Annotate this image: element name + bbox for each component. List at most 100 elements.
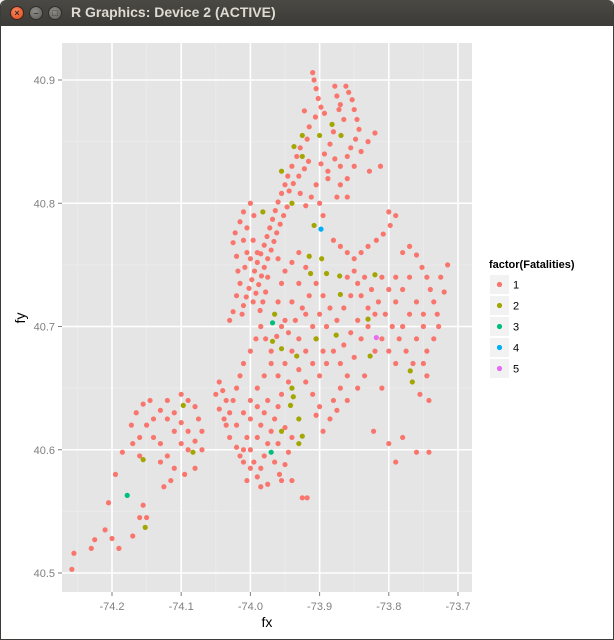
data-point-fatality-1	[137, 434, 143, 441]
data-point-fatality-1	[341, 342, 347, 348]
data-point-fatality-1	[317, 200, 323, 206]
major-gridlines	[62, 43, 472, 592]
data-point-fatality-2	[289, 200, 295, 206]
data-point-fatality-1	[251, 212, 257, 219]
data-point-fatality-1	[325, 176, 331, 182]
data-point-fatality-1	[344, 153, 350, 160]
data-point-fatality-1	[420, 323, 426, 330]
data-point-fatality-1	[426, 397, 432, 404]
data-point-fatality-1	[358, 249, 364, 256]
data-point-fatality-1	[216, 406, 222, 412]
data-point-fatality-1	[230, 309, 236, 315]
data-point-fatality-2	[313, 336, 319, 342]
data-point-fatality-1	[346, 89, 352, 95]
data-point-fatality-1	[171, 465, 177, 471]
data-point-fatality-1	[256, 281, 262, 288]
data-point-fatality-1	[296, 336, 302, 342]
data-point-fatality-1	[282, 182, 288, 188]
data-point-fatality-1	[358, 293, 364, 299]
data-point-fatality-1	[393, 459, 399, 465]
close-button[interactable]: ×	[10, 6, 24, 20]
data-point-fatality-1	[247, 447, 253, 453]
data-point-fatality-1	[336, 106, 342, 113]
data-point-fatality-1	[144, 514, 150, 521]
data-point-fatality-1	[249, 277, 255, 283]
data-point-fatality-3	[124, 492, 130, 498]
legend-swatch	[496, 365, 503, 372]
data-point-fatality-2	[365, 316, 371, 322]
data-point-fatality-1	[182, 471, 188, 477]
x-tick-label: -74.0	[238, 601, 263, 613]
data-point-fatality-1	[406, 311, 413, 317]
data-point-fatality-1	[337, 102, 343, 108]
data-point-fatality-1	[431, 299, 437, 305]
data-point-fatality-1	[349, 97, 355, 103]
data-point-fatality-1	[372, 311, 378, 317]
data-point-fatality-1	[306, 124, 312, 130]
legend-label: 5	[513, 364, 519, 376]
data-point-fatality-1	[393, 299, 399, 305]
data-point-fatality-1	[327, 141, 333, 147]
data-point-fatality-1	[253, 336, 259, 342]
data-point-fatality-1	[216, 379, 222, 385]
maximize-button[interactable]: □	[48, 6, 62, 20]
data-point-fatality-2	[323, 270, 330, 277]
data-point-fatality-1	[303, 311, 309, 317]
data-point-fatality-1	[400, 434, 406, 441]
data-point-fatality-1	[320, 212, 326, 219]
data-point-fatality-1	[372, 130, 378, 136]
data-point-fatality-1	[317, 373, 323, 379]
data-point-fatality-1	[275, 404, 281, 410]
x-tick-label: -73.8	[376, 601, 401, 613]
data-point-fatality-1	[358, 336, 364, 342]
data-point-fatality-1	[344, 249, 350, 256]
minimize-button[interactable]: –	[29, 6, 43, 20]
data-point-fatality-1	[361, 274, 368, 280]
data-point-fatality-1	[290, 180, 296, 187]
data-point-fatality-1	[352, 136, 359, 142]
data-point-fatality-1	[105, 500, 112, 506]
data-point-fatality-1	[323, 323, 330, 330]
x-tick-label: -74.2	[99, 601, 124, 613]
data-point-fatality-1	[289, 434, 295, 441]
data-point-fatality-1	[137, 514, 143, 521]
data-point-fatality-1	[351, 106, 357, 113]
data-point-fatality-1	[373, 237, 379, 243]
data-point-fatality-2	[287, 402, 294, 408]
data-point-fatality-1	[254, 385, 260, 391]
data-point-fatality-1	[178, 420, 184, 426]
data-point-fatality-1	[274, 333, 280, 339]
data-point-fatality-1	[261, 264, 267, 270]
data-point-fatality-1	[233, 385, 240, 391]
data-point-fatality-1	[303, 264, 309, 270]
data-point-fatality-1	[265, 256, 271, 262]
data-point-fatality-1	[386, 286, 392, 293]
data-point-fatality-1	[251, 459, 257, 465]
data-point-fatality-1	[233, 444, 240, 450]
title-bar[interactable]: × – □ R Graphics: Device 2 (ACTIVE)	[1, 0, 613, 27]
data-point-fatality-2	[338, 132, 344, 139]
data-point-fatality-1	[351, 256, 357, 262]
data-point-fatality-1	[275, 299, 281, 305]
data-point-fatality-1	[413, 252, 420, 258]
data-point-fatality-1	[144, 422, 150, 428]
data-point-fatality-1	[275, 256, 281, 262]
data-point-fatality-1	[413, 299, 420, 305]
data-point-fatality-1	[424, 348, 430, 354]
data-point-fatality-1	[150, 434, 157, 441]
legend-swatch	[496, 323, 503, 330]
maximize-icon: □	[52, 8, 58, 18]
data-point-fatality-1	[257, 307, 263, 314]
data-point-fatality-1	[272, 459, 278, 465]
data-point-fatality-1	[223, 397, 229, 404]
data-point-fatality-1	[247, 348, 253, 354]
data-point-fatality-2	[142, 524, 148, 530]
data-point-fatality-3	[268, 449, 274, 455]
data-point-fatality-1	[313, 86, 319, 92]
data-point-fatality-1	[431, 336, 437, 342]
y-axis: 40.5 40.6 40.7 40.8 40.9	[34, 75, 62, 580]
data-point-fatality-1	[344, 194, 350, 200]
data-point-fatality-1	[250, 299, 256, 305]
minor-gridlines	[62, 43, 472, 592]
data-point-fatality-2	[333, 332, 339, 338]
